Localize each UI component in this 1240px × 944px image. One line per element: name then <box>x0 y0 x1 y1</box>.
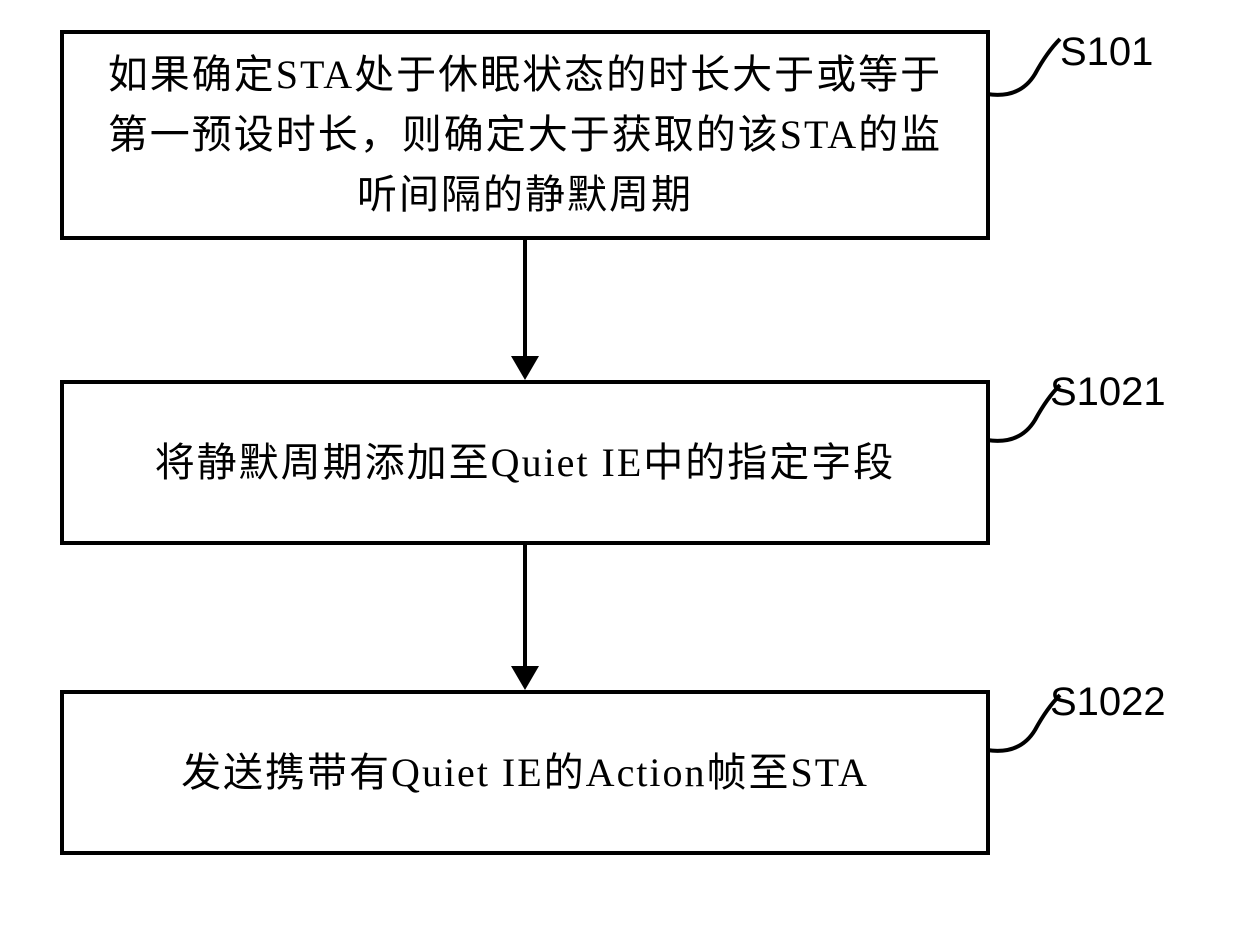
arrow-head-1 <box>511 356 539 380</box>
flow-text-2: 将静默周期添加至Quiet IE中的指定字段 <box>155 433 896 493</box>
flow-text-3: 发送携带有Quiet IE的Action帧至STA <box>181 743 869 803</box>
connector-1 <box>523 240 527 358</box>
flow-text-1: 如果确定STA处于休眠状态的时长大于或等于第一预设时长，则确定大于获取的该STA… <box>94 45 956 225</box>
connector-2 <box>523 545 527 668</box>
step-label-1: S101 <box>1060 30 1153 75</box>
arrow-head-2 <box>511 666 539 690</box>
label-curve-1 <box>985 34 1065 134</box>
flow-box-3: 发送携带有Quiet IE的Action帧至STA <box>60 690 990 855</box>
flow-box-1: 如果确定STA处于休眠状态的时长大于或等于第一预设时长，则确定大于获取的该STA… <box>60 30 990 240</box>
flow-box-2: 将静默周期添加至Quiet IE中的指定字段 <box>60 380 990 545</box>
step-label-3: S1022 <box>1050 680 1166 725</box>
step-label-2: S1021 <box>1050 370 1166 415</box>
